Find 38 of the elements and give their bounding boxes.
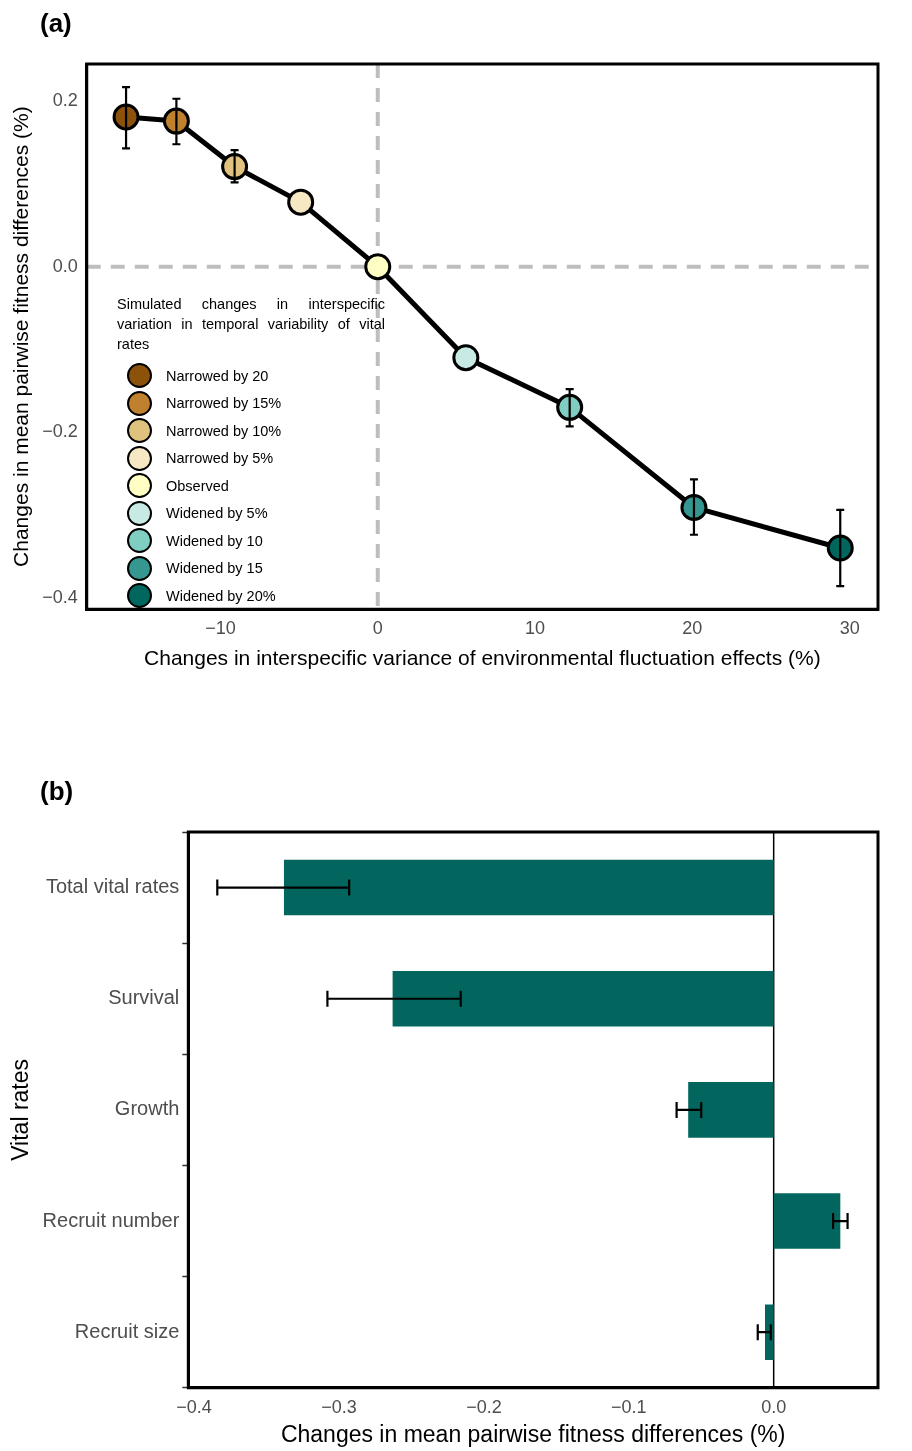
legend-label: Narrowed by 15% — [166, 395, 282, 412]
y-axis-title: Vital rates — [7, 1058, 34, 1161]
point — [452, 344, 480, 372]
chart-title: (b) — [40, 776, 74, 807]
x-tick-label: −0.1 — [611, 1396, 647, 1417]
y-tick-label: Recruit size — [74, 1319, 180, 1342]
y-tick-label: Survival — [108, 986, 180, 1009]
point — [287, 188, 315, 216]
x-tick-label: 0.0 — [761, 1396, 787, 1417]
x-tick-label: 10 — [525, 617, 546, 638]
y-axis-title: Changes in mean pairwise fitness differences (%) — [9, 106, 33, 567]
legend-label: Widened by 20% — [166, 587, 276, 604]
y-tick-label: −0.2 — [42, 421, 78, 442]
legend-label: Observed — [166, 477, 229, 494]
y-tick-label: 0.2 — [52, 90, 78, 111]
legend-label: Widened by 5% — [166, 505, 268, 522]
legend-title: Simulated changes in interspecific variation in temporal variability of vital rates — [117, 295, 385, 354]
x-tick-label: −0.4 — [176, 1396, 212, 1417]
legend-label: Narrowed by 10% — [166, 422, 282, 439]
point — [364, 253, 392, 281]
y-tick-label: 0.0 — [52, 255, 78, 276]
x-tick-label: −10 — [205, 617, 236, 638]
y-tick-label: Recruit number — [42, 1208, 180, 1231]
y-tick-label: −0.4 — [42, 586, 78, 607]
chart-title: (a) — [40, 8, 72, 39]
legend-label: Widened by 15 — [166, 560, 263, 577]
legend-label: Narrowed by 5% — [166, 450, 274, 467]
x-axis-title: Changes in interspecific variance of environmental fluctuation effects (%) — [144, 646, 821, 670]
x-tick-label: −0.3 — [321, 1396, 357, 1417]
x-tick-label: 30 — [839, 617, 860, 638]
y-tick-label: Total vital rates — [45, 875, 180, 898]
x-axis-title: Changes in mean pairwise fitness differences (%) — [280, 1420, 786, 1447]
legend-label: Narrowed by 20 — [166, 367, 269, 384]
x-tick-label: 20 — [682, 617, 703, 638]
x-tick-label: 0 — [372, 617, 383, 638]
y-tick-label: Growth — [114, 1097, 180, 1120]
x-tick-label: −0.2 — [466, 1396, 502, 1417]
legend-label: Widened by 10 — [166, 532, 263, 549]
